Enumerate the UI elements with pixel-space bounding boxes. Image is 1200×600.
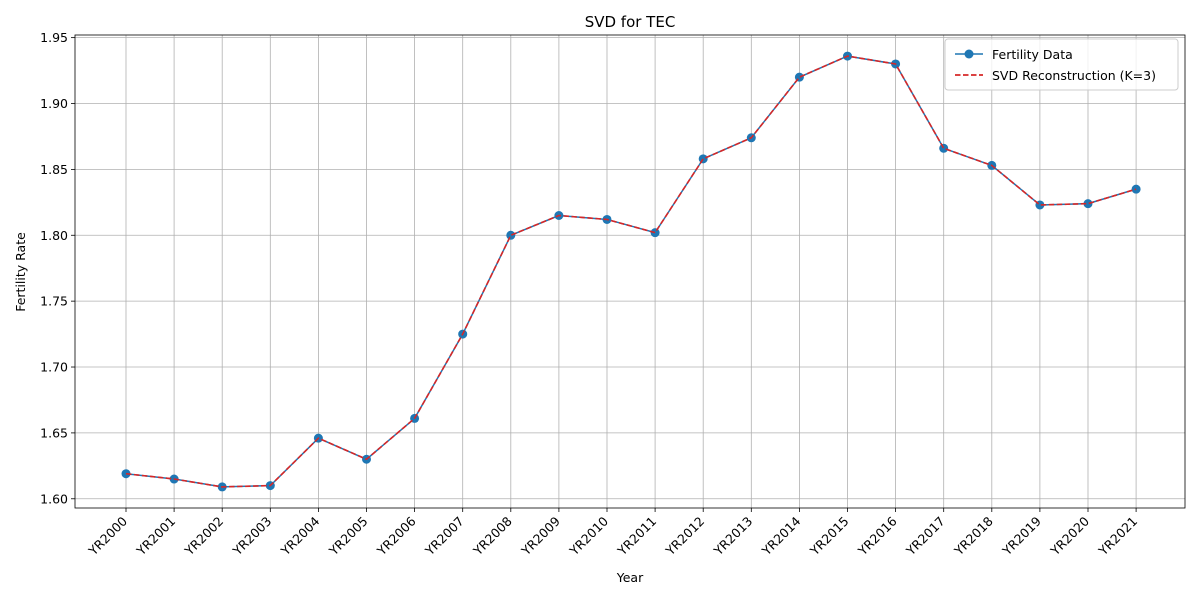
y-tick-label: 1.75 — [40, 294, 68, 309]
legend-label-fertility-data: Fertility Data — [992, 47, 1073, 62]
data-point-fertility-data — [939, 143, 949, 153]
series-line-svd-reconstruction — [125, 55, 1137, 488]
x-tick-label: YR2005 — [325, 514, 370, 559]
x-tick-label: YR2002 — [181, 514, 226, 559]
data-point-fertility-data — [1083, 199, 1093, 209]
y-axis-label: Fertility Rate — [13, 232, 28, 312]
legend-box — [944, 38, 1179, 91]
plot-frame — [74, 34, 1186, 509]
x-tick-label: YR2019 — [999, 513, 1044, 558]
y-axis-ticks: 1.60 1.65 1.70 1.75 1.80 1.85 1.90 1.95 — [40, 30, 75, 506]
x-tick-label: YR2012 — [662, 514, 707, 559]
data-point-fertility-data — [698, 154, 708, 164]
legend: Fertility Data SVD Reconstruction (K=3) — [944, 38, 1179, 91]
y-tick-label: 1.65 — [40, 425, 68, 440]
y-tick-label: 1.70 — [40, 360, 68, 375]
x-tick-label: YR2007 — [421, 514, 466, 559]
grid — [75, 35, 1185, 508]
x-tick-label: YR2010 — [566, 513, 611, 558]
y-tick-label: 1.80 — [40, 228, 68, 243]
x-axis-ticks: YR2000 YR2001 YR2002 YR2003 YR2004 YR2005 YR20… — [85, 508, 1140, 559]
plot-border — [74, 34, 1186, 509]
chart-title: SVD for TEC — [585, 13, 676, 31]
x-tick-label: YR2001 — [133, 514, 178, 559]
y-tick-label: 1.90 — [40, 96, 68, 111]
series — [121, 51, 1141, 492]
legend-marker-fertility-data — [964, 49, 974, 59]
x-tick-label: YR2008 — [470, 513, 515, 558]
x-tick-label: YR2011 — [614, 514, 659, 559]
data-point-fertility-data — [650, 228, 660, 238]
x-tick-label: YR2013 — [710, 514, 755, 559]
x-tick-label: YR2014 — [758, 513, 803, 558]
series-line-fertility-data — [125, 55, 1137, 488]
x-tick-label: YR2004 — [277, 513, 322, 558]
x-tick-label: YR2018 — [951, 513, 996, 558]
y-tick-label: 1.85 — [40, 162, 68, 177]
x-tick-label: YR2016 — [854, 513, 899, 558]
x-tick-label: YR2009 — [518, 513, 563, 558]
legend-label-svd-reconstruction: SVD Reconstruction (K=3) — [992, 68, 1156, 83]
x-tick-label: YR2017 — [902, 514, 947, 559]
x-tick-label: YR2021 — [1095, 514, 1140, 559]
data-point-fertility-data — [506, 230, 516, 240]
x-tick-label: YR2015 — [806, 514, 851, 559]
y-tick-label: 1.95 — [40, 30, 68, 45]
x-axis-label: Year — [616, 570, 644, 585]
x-tick-label: YR2020 — [1047, 513, 1092, 558]
x-tick-label: YR2003 — [229, 514, 274, 559]
x-tick-label: YR2000 — [85, 513, 130, 558]
x-tick-label: YR2006 — [373, 513, 418, 558]
y-tick-label: 1.60 — [40, 491, 68, 506]
